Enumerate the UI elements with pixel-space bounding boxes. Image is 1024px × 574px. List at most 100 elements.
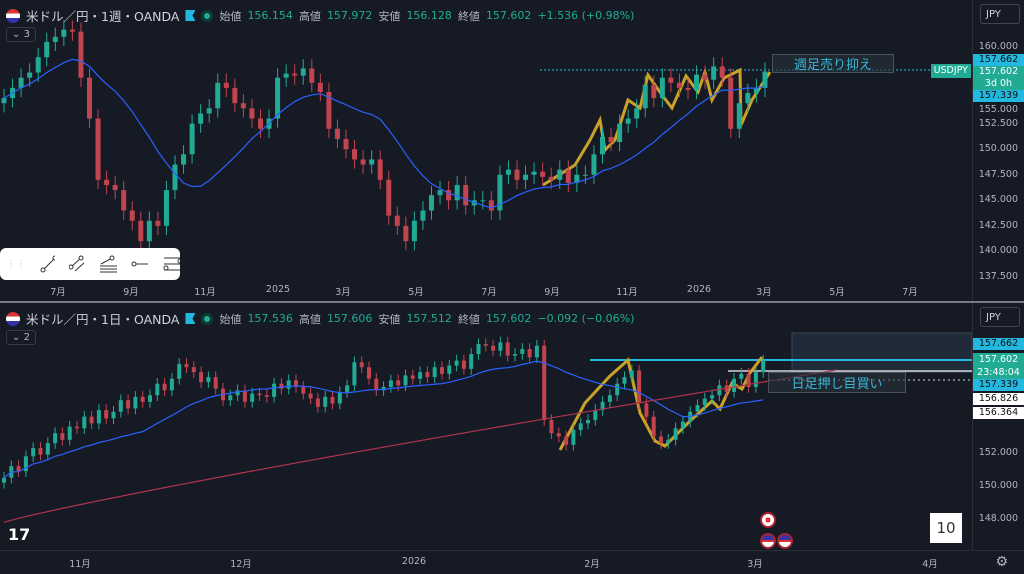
candle-body	[762, 71, 768, 88]
candle-body	[53, 433, 58, 444]
candle-body	[2, 477, 6, 483]
y-tick: 140.000	[978, 245, 1018, 257]
candle-body	[476, 344, 481, 354]
candle-body	[666, 439, 671, 444]
candle-body	[574, 174, 580, 183]
parallel-channel-icon[interactable]	[69, 255, 85, 273]
price-label-level2: 156.364	[973, 407, 1024, 419]
candle-body	[578, 423, 583, 430]
candle-body	[617, 123, 623, 143]
settings-gear-icon[interactable]: ⚙	[995, 554, 1008, 570]
indicator-count: 3	[23, 29, 30, 40]
candle-body	[35, 57, 41, 73]
usd-jpy-flag-icon	[6, 311, 20, 326]
us-event-icon[interactable]	[760, 533, 776, 549]
us-event-icon[interactable]	[777, 533, 793, 549]
weekly-chart-pane[interactable]: 米ドル／円・1週・OANDA 始値 156.154 高値 157.972 安値 156…	[0, 0, 1024, 301]
replay-badge[interactable]: 10	[930, 513, 962, 543]
price-axis[interactable]: JPY 152.000 150.000 148.000	[972, 303, 1024, 550]
candle-body	[386, 179, 392, 216]
indicators-collapse-button[interactable]: ⌄ 3	[6, 27, 36, 42]
y-tick: 152.000	[978, 447, 1018, 458]
candle-body	[753, 87, 759, 93]
close-value: 157.602	[485, 312, 532, 325]
candle-body	[177, 363, 182, 379]
symbol-title[interactable]: 米ドル／円・1週・OANDA	[26, 9, 180, 24]
bookmark-icon[interactable]	[185, 313, 196, 324]
fib-retracement-icon[interactable]	[98, 255, 117, 273]
open-value: 157.536	[247, 312, 293, 325]
weekly-candles[interactable]	[0, 0, 972, 301]
candle-body	[527, 349, 532, 358]
market-status-icon	[201, 9, 214, 22]
time-axis[interactable]: ⚙ 11月 12月 2026 2月 3月 4月	[0, 550, 1024, 574]
candle-body	[337, 391, 342, 404]
candle-body	[60, 433, 65, 440]
candle-body	[447, 365, 452, 374]
candle-body	[75, 426, 79, 429]
horizontal-ray-icon[interactable]	[131, 255, 148, 273]
zigzag-drawing[interactable]	[542, 66, 772, 187]
candle-body	[540, 171, 546, 177]
candle-body	[258, 118, 263, 129]
x-tick: 3月	[747, 559, 763, 570]
candle-body	[121, 190, 127, 211]
currency-button[interactable]: JPY	[980, 307, 1020, 327]
zone-rectangle[interactable]	[791, 332, 972, 373]
candle-body	[505, 169, 511, 175]
candle-body	[680, 421, 685, 429]
pane-separator[interactable]	[0, 301, 1024, 303]
close-value: 157.602	[485, 9, 532, 22]
candle-body	[461, 360, 466, 369]
bookmark-icon[interactable]	[185, 10, 196, 21]
indicator-count: 2	[23, 332, 30, 343]
candle-body	[352, 149, 358, 160]
x-tick: 3月	[335, 287, 351, 298]
candle-body	[235, 390, 240, 396]
price-axis[interactable]: JPY 160.000 155.000 152.500 150.000 147.500 1…	[972, 0, 1024, 301]
candle-body	[96, 410, 101, 424]
candle-body	[301, 387, 306, 394]
candle-body	[38, 448, 43, 455]
candle-body	[374, 378, 379, 391]
candle-body	[213, 377, 218, 389]
drawing-toolbar[interactable]: ⋮⋮	[0, 248, 181, 280]
candle-body	[377, 159, 383, 180]
price-label-lower: 157.339	[973, 90, 1024, 102]
candle-body	[52, 36, 58, 42]
candle-body	[95, 118, 101, 180]
candle-body	[250, 393, 255, 402]
symbol-title[interactable]: 米ドル／円・1日・OANDA	[26, 312, 180, 327]
candle-body	[717, 385, 722, 396]
candle-body	[87, 77, 92, 119]
candle-body	[582, 174, 588, 176]
candle-body	[126, 400, 131, 409]
horizontal-lines-icon[interactable]	[162, 255, 181, 273]
annotation-daily[interactable]: 日足押し目買い	[768, 372, 906, 393]
close-label: 終値	[457, 9, 480, 23]
x-tick: 4月	[922, 559, 938, 570]
candle-body	[181, 154, 187, 165]
daily-candles[interactable]	[0, 303, 972, 550]
annotation-weekly[interactable]: 週足売り抑え	[772, 54, 894, 73]
trend-line-icon[interactable]	[40, 255, 56, 273]
candle-body	[608, 136, 614, 143]
candle-body	[69, 29, 75, 32]
candle-body	[591, 154, 597, 175]
candle-body	[44, 41, 50, 58]
candle-body	[31, 448, 36, 457]
jp-event-icon[interactable]	[760, 512, 776, 528]
currency-button[interactable]: JPY	[980, 4, 1020, 24]
candle-body	[651, 416, 656, 437]
candle-body	[61, 29, 67, 37]
indicators-collapse-button[interactable]: ⌄ 2	[6, 330, 36, 345]
candle-body	[432, 367, 437, 378]
candle-body	[732, 378, 736, 392]
candle-body	[330, 396, 335, 404]
candle-body	[513, 354, 517, 356]
daily-chart-pane[interactable]: 米ドル／円・1日・OANDA 始値 157.536 高値 157.606 安値 157…	[0, 303, 1024, 550]
drag-handle-icon[interactable]: ⋮⋮	[6, 258, 26, 270]
tradingview-logo[interactable]: 𝟭𝟳	[8, 525, 31, 544]
x-tick: 9月	[123, 287, 139, 298]
candle-body	[257, 393, 262, 396]
